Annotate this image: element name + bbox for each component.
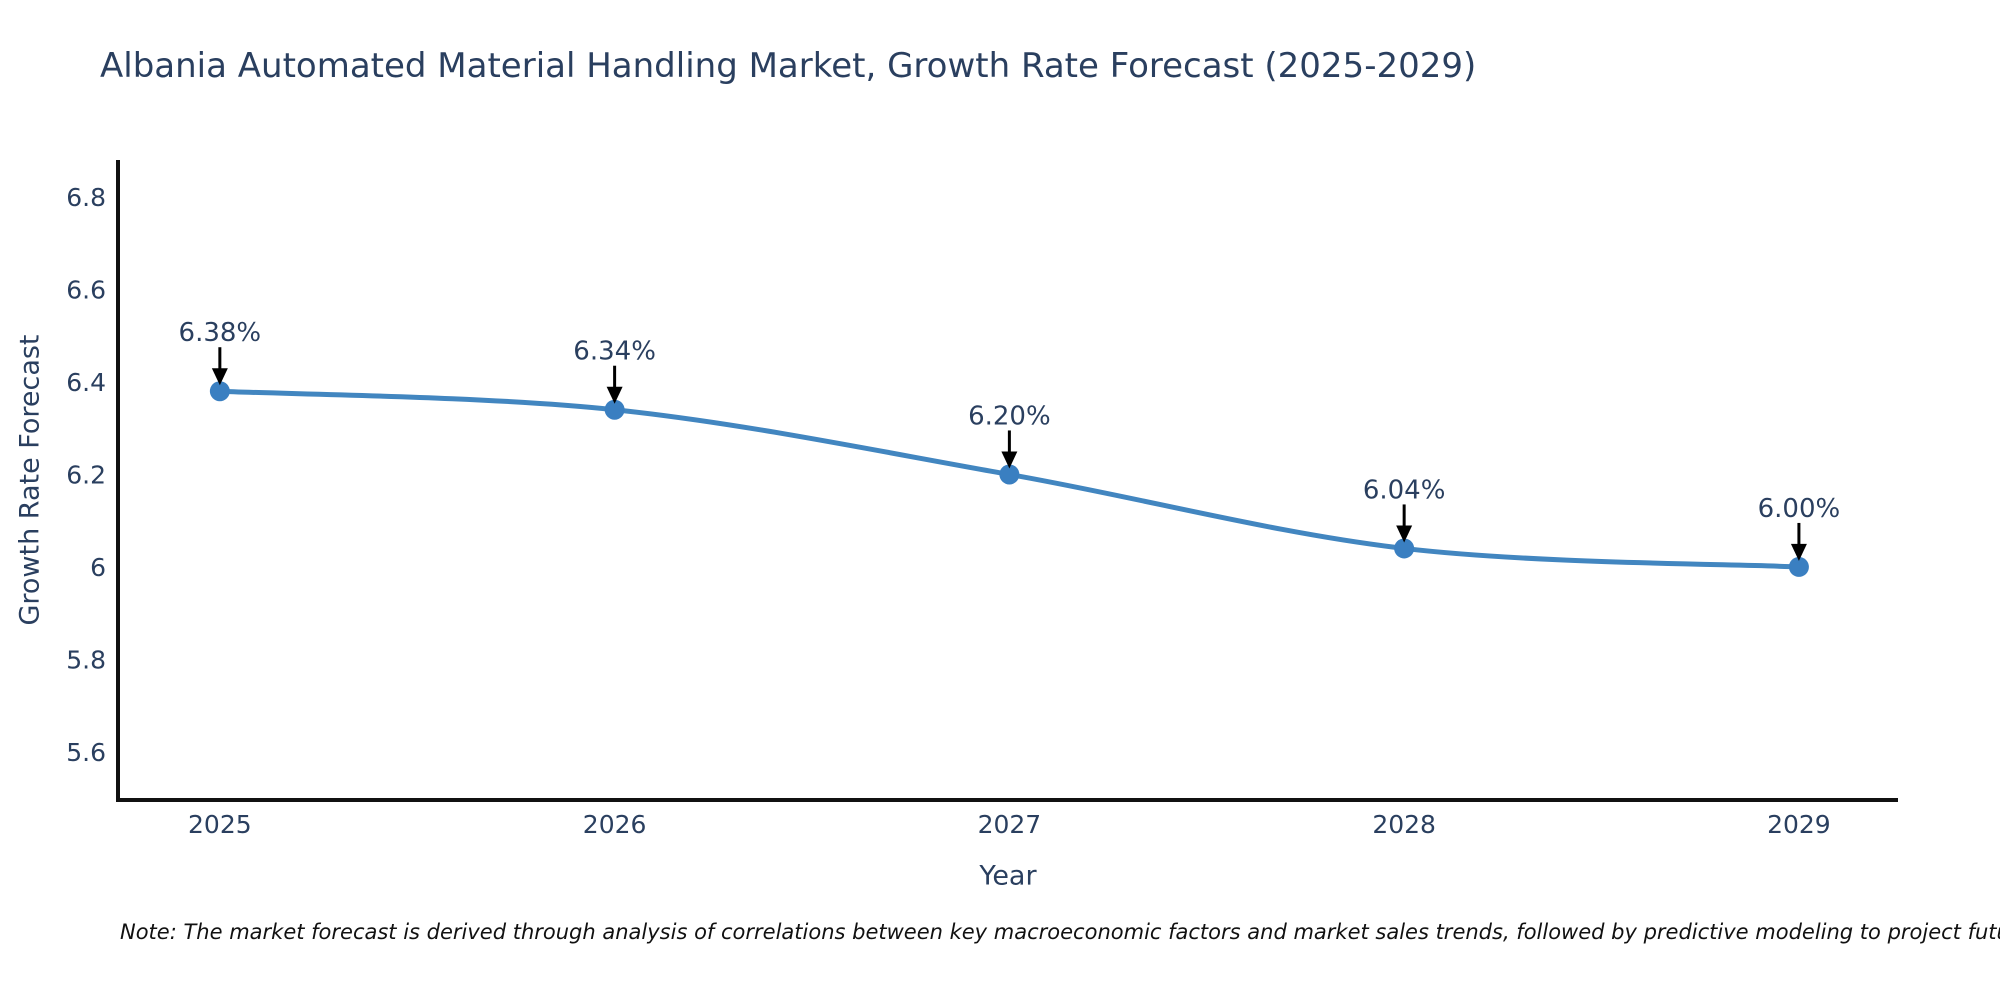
annotation-arrowhead-icon: [211, 368, 228, 386]
data-point-marker[interactable]: [604, 399, 625, 420]
y-tick-label: 6.6: [66, 275, 106, 304]
x-tick-label: 2026: [583, 810, 647, 839]
x-tick-label: 2025: [188, 810, 252, 839]
data-point-label: 6.34%: [573, 337, 656, 367]
y-tick-label: 6.8: [66, 183, 106, 212]
x-tick-label: 2027: [978, 810, 1042, 839]
x-tick-label: 2029: [1767, 810, 1831, 839]
y-tick-label: 5.6: [66, 738, 106, 767]
annotation-arrowhead-icon: [1001, 451, 1018, 469]
data-point-label: 6.00%: [1758, 494, 1841, 524]
x-axis-title: Year: [979, 860, 1037, 892]
data-point-marker[interactable]: [1394, 538, 1415, 559]
y-axis-title: Growth Rate Forecast: [14, 334, 46, 626]
data-point-label: 6.04%: [1363, 475, 1446, 505]
annotation-arrowhead-icon: [606, 386, 623, 404]
axis-lines: [116, 160, 1898, 802]
x-tick-label: 2028: [1372, 810, 1436, 839]
y-tick-label: 5.8: [66, 645, 106, 674]
data-point-label: 6.38%: [179, 318, 262, 348]
y-tick-label: 6.4: [66, 368, 106, 397]
data-point-marker[interactable]: [1788, 556, 1809, 577]
y-tick-label: 6.2: [66, 460, 106, 489]
data-point-marker[interactable]: [209, 381, 230, 402]
data-point-label: 6.20%: [968, 401, 1051, 431]
y-tick-label: 6: [90, 553, 106, 582]
footnote: Note: The market forecast is derived thr…: [120, 920, 2000, 944]
chart-title: Albania Automated Material Handling Mark…: [100, 46, 1477, 86]
annotation-arrowhead-icon: [1790, 543, 1807, 561]
annotation-arrowhead-icon: [1396, 525, 1413, 543]
data-point-marker[interactable]: [999, 464, 1020, 485]
